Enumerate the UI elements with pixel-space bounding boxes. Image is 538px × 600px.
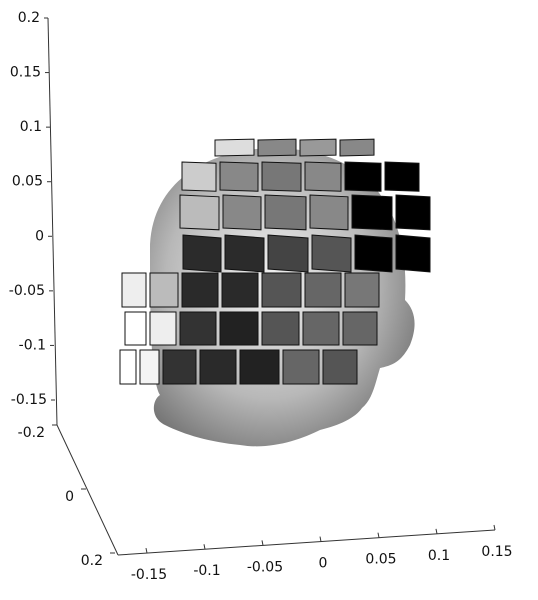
z-tick-label: 0.1 xyxy=(20,119,42,135)
x-tick xyxy=(146,548,147,553)
y-tick-label: 0.2 xyxy=(81,553,103,569)
sensor xyxy=(258,139,296,156)
sensor xyxy=(240,350,279,384)
sensor xyxy=(125,312,146,345)
z-tick-label: -0.05 xyxy=(9,283,45,299)
sensor xyxy=(345,273,379,307)
x-tick-label: -0.05 xyxy=(247,559,283,575)
sensor xyxy=(223,195,261,230)
x-tick-label: -0.15 xyxy=(131,567,167,583)
sensor xyxy=(183,235,221,272)
sensor xyxy=(262,312,299,345)
sensor xyxy=(215,139,254,156)
z-tick-label: -0.1 xyxy=(19,337,46,353)
sensor xyxy=(200,350,236,384)
sensor xyxy=(268,235,308,272)
sensor xyxy=(340,139,374,156)
z-tick-label: -0.15 xyxy=(11,392,47,408)
x-tick-label: 0.05 xyxy=(365,552,396,568)
y-tick-label: -0.2 xyxy=(18,425,45,441)
z-tick-label: 0.05 xyxy=(12,174,43,190)
z-axis xyxy=(48,18,57,425)
x-tick xyxy=(436,529,437,534)
sensor xyxy=(396,195,430,230)
sensor xyxy=(300,139,336,156)
sensor xyxy=(385,162,419,191)
x-tick-label: 0 xyxy=(319,556,328,572)
y-tick-label: 0 xyxy=(65,489,74,505)
sensor xyxy=(150,312,176,345)
x-tick xyxy=(320,537,321,542)
sensor xyxy=(150,273,178,307)
x-tick-label: 0.15 xyxy=(481,544,512,560)
z-tick-label: 0.2 xyxy=(18,10,40,26)
sensor xyxy=(312,235,351,272)
sensor xyxy=(352,195,392,230)
sensor xyxy=(262,162,301,191)
x-tick xyxy=(494,525,495,530)
sensor xyxy=(180,312,216,345)
sensor xyxy=(182,162,216,191)
x-tick xyxy=(378,533,379,538)
sensor xyxy=(345,162,381,191)
sensor xyxy=(182,273,218,307)
x-tick xyxy=(204,544,205,549)
sensor xyxy=(140,350,159,384)
sensor xyxy=(310,195,348,230)
sensor xyxy=(305,162,341,191)
sensor xyxy=(222,273,258,307)
sensor xyxy=(163,350,196,384)
sensor xyxy=(303,312,339,345)
sensor xyxy=(355,235,392,272)
sensor xyxy=(343,312,377,345)
z-tick-label: 0.15 xyxy=(10,65,41,81)
sensor xyxy=(265,195,306,230)
sensor xyxy=(220,162,258,191)
sensor xyxy=(396,235,430,272)
sensor xyxy=(180,195,219,230)
z-tick-label: 0 xyxy=(35,228,44,244)
x-tick-label: -0.1 xyxy=(193,563,220,579)
x-tick-label: 0.1 xyxy=(428,548,450,564)
sensor xyxy=(122,273,146,307)
figure: 0.2 0.15 0.1 0.05 0 -0.05 -0.1 -0.15 -0.2 0 0.2 -0.… xyxy=(0,0,538,600)
sensor xyxy=(120,350,136,384)
sensor xyxy=(283,350,319,384)
sensor xyxy=(323,350,357,384)
sensor xyxy=(220,312,258,345)
sensor xyxy=(262,273,301,307)
sensor xyxy=(225,235,264,272)
x-tick xyxy=(262,540,263,545)
sensor xyxy=(305,273,341,307)
